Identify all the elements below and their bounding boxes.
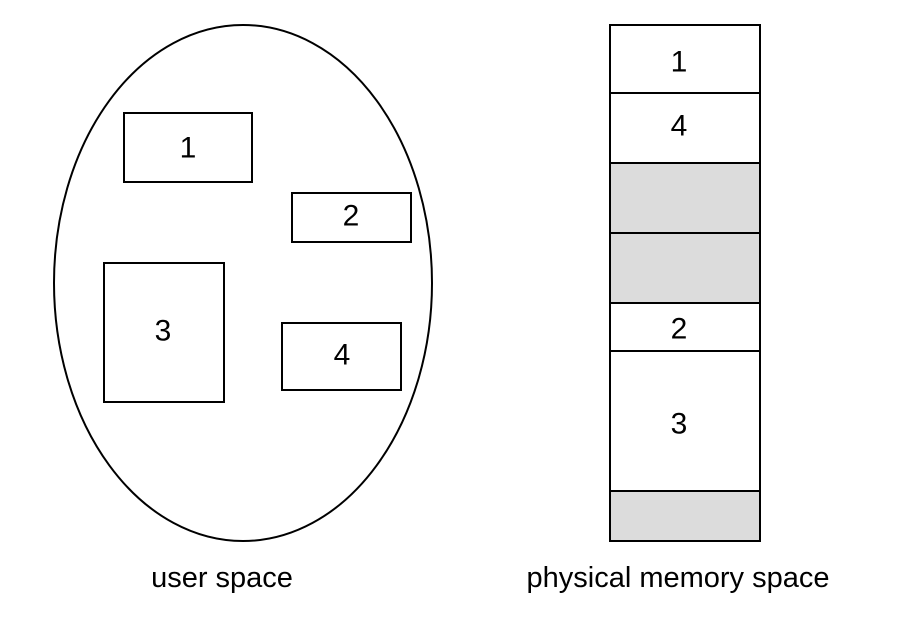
memory-block-free — [610, 233, 760, 303]
memory-block-free — [610, 163, 760, 233]
physical-memory-group: 1 4 2 3 physical memory space — [527, 25, 830, 594]
user-segment-3-label: 3 — [155, 315, 172, 348]
user-space-group: 1 2 3 4 user space — [54, 25, 432, 594]
user-segment-2-label: 2 — [343, 200, 360, 233]
physical-memory-caption: physical memory space — [527, 562, 830, 594]
memory-block-label: 1 — [671, 46, 688, 79]
user-segment-4-label: 4 — [334, 339, 351, 372]
memory-block-label: 2 — [671, 313, 688, 346]
memory-block-free — [610, 491, 760, 541]
memory-block-label: 3 — [671, 408, 688, 441]
memory-block-label: 4 — [671, 110, 688, 143]
user-space-caption: user space — [151, 562, 293, 594]
user-segment-1-label: 1 — [180, 132, 197, 165]
